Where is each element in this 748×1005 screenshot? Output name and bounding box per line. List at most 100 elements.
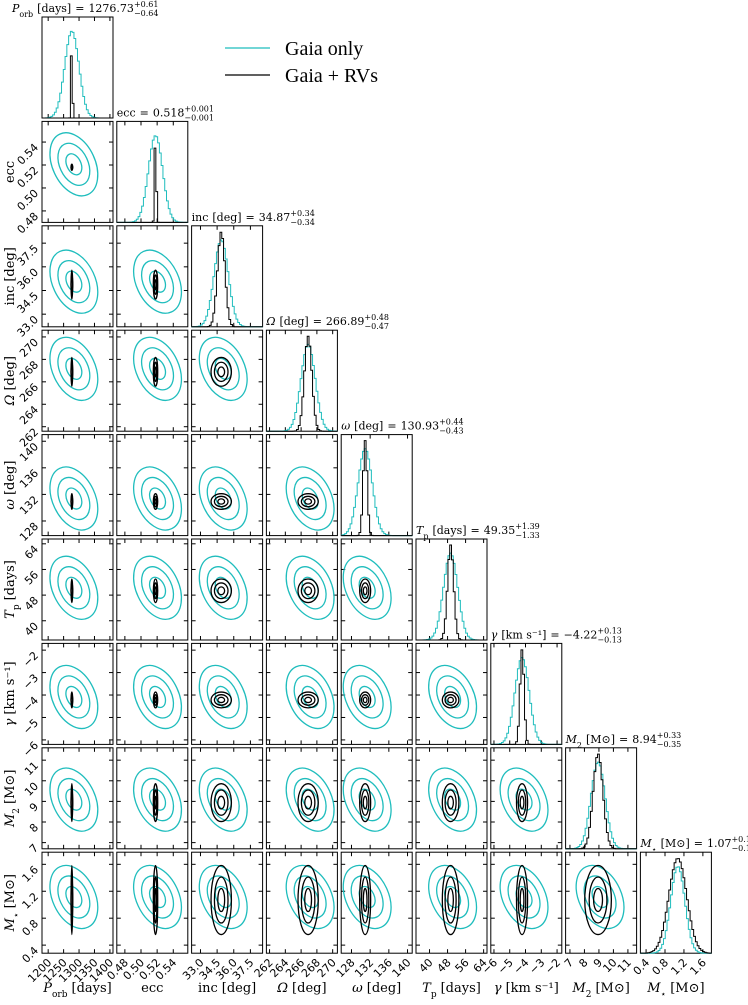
contour-gaia-rv (359, 691, 372, 709)
contour-gaia (293, 476, 327, 521)
panel (639, 851, 712, 954)
label-unit: [deg] (367, 981, 401, 996)
contour-gaia-rv (297, 691, 319, 709)
contour-gaia (293, 777, 327, 822)
contour-gaia-rv (447, 887, 455, 913)
contour-gaia (198, 555, 248, 620)
title-minus: −1.33 (515, 531, 540, 540)
panel (41, 225, 114, 328)
contour-gaia (132, 767, 183, 832)
contour-gaia (428, 664, 478, 730)
contour-gaia-rv (362, 696, 368, 704)
y-axis-label: M2 [M⊙] (3, 770, 22, 828)
x-tick-label: 8 (576, 956, 590, 970)
label-sub: orb (52, 990, 68, 1000)
panel (191, 642, 264, 745)
contour-gaia-rv (70, 578, 74, 604)
contour-gaia (198, 767, 248, 832)
contour-gaia-rv (304, 887, 313, 913)
contour-gaia (358, 685, 376, 709)
label-symbol: T (416, 524, 425, 537)
contour-gaia (350, 875, 384, 919)
contour-gaia (206, 566, 240, 610)
contour-gaia-rv (519, 887, 525, 913)
contour-gaia (214, 788, 232, 811)
label-sub: p (12, 604, 22, 610)
x-axis-label: Ω [deg] (276, 981, 326, 996)
contour-gaia (214, 357, 232, 380)
y-axis-label: Tp [days] (3, 560, 22, 619)
contour-gaia (49, 466, 99, 531)
contour-gaia (140, 566, 175, 610)
panel (265, 851, 338, 954)
contour-gaia (140, 675, 175, 719)
title-plus: +1.39 (515, 522, 540, 531)
legend-label: Gaia only (285, 38, 363, 60)
contour-gaia (57, 142, 91, 186)
title-plus: +0.34 (290, 209, 315, 218)
label-symbol: M (646, 981, 661, 996)
contour-gaia-rv (517, 789, 527, 816)
contour-gaia-rv (300, 582, 316, 600)
contour-gaia-rv (153, 361, 158, 383)
contour-gaia (342, 664, 392, 730)
y-tick-label: 266 (17, 381, 41, 405)
panel-title: γ [km s⁻¹] = −4.22+0.13 −0.13 (491, 626, 622, 644)
title-equals: = (550, 628, 559, 641)
contour-gaia-rv (210, 493, 233, 510)
label-unit: [days] (3, 560, 18, 600)
x-tick-label: 48 (435, 956, 454, 975)
histogram-gaia-rv (266, 335, 338, 432)
contour-gaia (507, 875, 541, 919)
y-tick-label: 268 (17, 358, 41, 382)
x-axis-label: M⋆ [M⊙] (646, 981, 704, 1000)
title-equals: = (694, 837, 703, 850)
contour-gaia-rv (154, 366, 157, 378)
x-tick-label: 1.6 (687, 956, 709, 978)
label-symbol: P (11, 2, 20, 15)
x-axis-label: Tp [days] (422, 981, 481, 1000)
y-tick-label: 132 (17, 493, 41, 517)
contour-gaia-rv (297, 578, 319, 604)
contour-gaia (49, 767, 99, 832)
contour-gaia-rv (300, 495, 316, 508)
contour-gaia-rv (359, 578, 372, 604)
panel (265, 642, 338, 745)
contour-gaia-rv (70, 864, 74, 936)
label-sub: ⋆ (661, 990, 667, 1000)
label-symbol: T (422, 981, 432, 996)
contour-gaia (148, 685, 167, 709)
contour-gaia (49, 664, 99, 730)
label-symbol: Ω (3, 394, 18, 406)
y-tick-label: 270 (17, 336, 41, 360)
title-plus: +0.44 (439, 418, 464, 427)
contour-gaia-rv (441, 864, 460, 936)
y-tick-label: −6 (20, 739, 41, 760)
contour-gaia (285, 767, 335, 832)
title-plus: +0.13 (597, 626, 622, 635)
x-tick-label: 1.2 (669, 956, 691, 978)
contour-gaia (57, 566, 91, 610)
contour-gaia (206, 777, 240, 822)
title-equals: = (387, 420, 396, 433)
contour-gaia (206, 476, 240, 521)
panel (116, 642, 189, 745)
panel (116, 851, 189, 954)
contour-gaia-rv (217, 498, 226, 505)
contour-gaia-rv (153, 582, 158, 600)
contour-gaia-rv (304, 498, 313, 505)
panel (116, 538, 189, 641)
contour-gaia-rv (592, 887, 604, 913)
x-tick-label: 11 (615, 956, 634, 975)
y-tick-label: 0.52 (15, 164, 42, 191)
panel (116, 329, 189, 432)
contour-gaia (132, 864, 183, 930)
contour-gaia-rv (153, 694, 158, 706)
y-tick-label: 0.8 (20, 917, 42, 939)
title-plus: +0.48 (364, 313, 389, 322)
contour-gaia-rv (360, 694, 370, 706)
contour-gaia-rv (152, 578, 159, 604)
panel (565, 747, 638, 850)
label-sub: p (423, 532, 428, 541)
